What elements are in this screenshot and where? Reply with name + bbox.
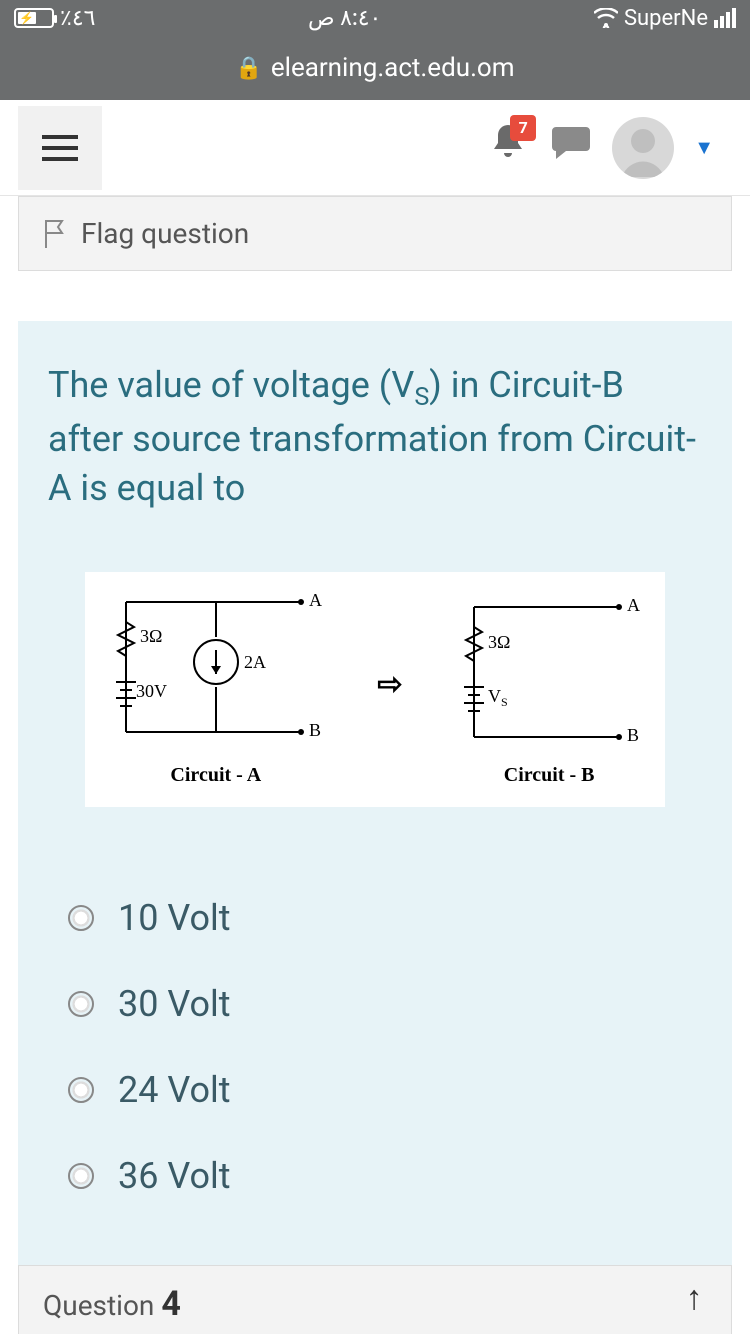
svg-text:B: B	[309, 720, 321, 740]
transform-arrow-icon: ⇨	[377, 667, 402, 702]
svg-text:3Ω: 3Ω	[140, 626, 162, 646]
option-4[interactable]: 36 Volt	[68, 1155, 702, 1197]
app-nav: 7 ▼	[0, 100, 750, 196]
svg-text:2A: 2A	[244, 652, 266, 672]
battery-percent: ٪٤٦	[60, 6, 95, 31]
flag-label: Flag question	[81, 217, 249, 250]
question-text: The value of voltage (VS) in Circuit-B a…	[48, 361, 702, 512]
circuit-a-caption: Circuit - A	[106, 764, 326, 787]
option-1[interactable]: 10 Volt	[68, 897, 702, 939]
svg-text:A: A	[309, 590, 322, 610]
url-bar[interactable]: 🔒 elearning.act.edu.om	[0, 36, 750, 100]
status-bar: ⚡ ٪٤٦ ٨:٤٠ ص SuperNe	[0, 0, 750, 36]
option-3[interactable]: 24 Volt	[68, 1069, 702, 1111]
lock-icon: 🔒	[235, 56, 262, 81]
notification-badge: 7	[510, 115, 536, 141]
circuit-diagram: 3Ω 30V 2A A B Circuit - A ⇨	[85, 572, 665, 807]
circuit-b: 3Ω VS A B Circuit - B	[454, 582, 644, 787]
status-left: ⚡ ٪٤٦	[14, 6, 95, 31]
option-label: 24 Volt	[118, 1069, 231, 1111]
notifications-button[interactable]: 7	[488, 121, 528, 175]
footer-label-text: Question	[43, 1289, 161, 1322]
question-footer[interactable]: Question 4	[18, 1265, 732, 1334]
signal-icon	[714, 8, 736, 28]
svg-text:B: B	[627, 725, 639, 745]
radio-icon	[68, 905, 94, 931]
url-text: elearning.act.edu.om	[271, 53, 515, 83]
flag-question-button[interactable]: Flag question	[18, 196, 732, 271]
status-right: SuperNe	[594, 6, 736, 31]
radio-icon	[68, 1077, 94, 1103]
profile-dropdown-caret[interactable]: ▼	[694, 135, 714, 160]
option-label: 30 Volt	[118, 983, 231, 1025]
menu-button[interactable]	[18, 106, 102, 190]
option-2[interactable]: 30 Volt	[68, 983, 702, 1025]
svg-text:3Ω: 3Ω	[488, 632, 510, 652]
flag-icon	[43, 218, 67, 250]
wifi-icon	[594, 8, 618, 28]
svg-text:A: A	[627, 595, 640, 615]
question-number-label: Question 4	[43, 1284, 181, 1324]
circuit-a: 3Ω 30V 2A A B Circuit - A	[106, 582, 326, 787]
messages-button[interactable]	[548, 123, 592, 173]
battery-icon: ⚡	[14, 8, 54, 28]
carrier-label: SuperNe	[624, 6, 708, 31]
question-text-part1: The value of voltage (V	[48, 364, 414, 406]
status-time: ٨:٤٠ ص	[308, 6, 381, 31]
scroll-top-button[interactable]: ↑	[670, 1274, 718, 1322]
options-group: 10 Volt 30 Volt 24 Volt 36 Volt	[48, 897, 702, 1197]
circuit-b-caption: Circuit - B	[454, 764, 644, 787]
svg-text:30V: 30V	[136, 681, 167, 701]
option-label: 36 Volt	[118, 1155, 231, 1197]
footer-number: 4	[161, 1284, 181, 1324]
radio-icon	[68, 991, 94, 1017]
radio-icon	[68, 1163, 94, 1189]
avatar[interactable]	[612, 117, 674, 179]
question-panel: The value of voltage (VS) in Circuit-B a…	[18, 321, 732, 1291]
question-text-sub: S	[414, 383, 429, 412]
svg-text:VS: VS	[488, 686, 508, 709]
option-label: 10 Volt	[118, 897, 231, 939]
